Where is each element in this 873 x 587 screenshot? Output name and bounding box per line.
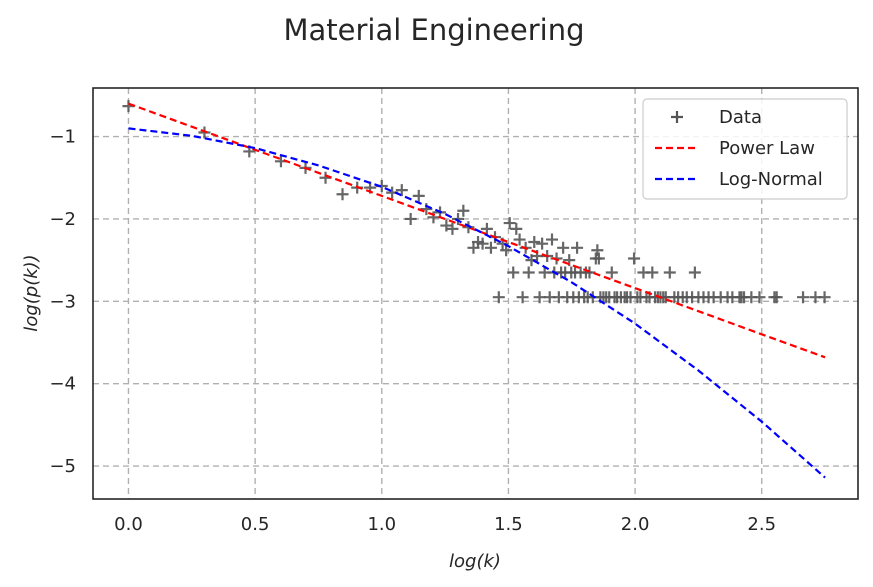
data-point <box>663 266 676 279</box>
data-point <box>457 204 470 217</box>
data-point <box>446 222 459 235</box>
data-point <box>476 237 489 250</box>
data-point <box>452 212 465 225</box>
ticks: 0.0 0.5 1.0 1.5 2.0 2.5 −1 −2 −3 −4 −5 <box>49 127 776 535</box>
data-point <box>546 233 558 246</box>
data-point <box>513 233 526 246</box>
plot-frame <box>92 87 859 500</box>
y-tick-label: −3 <box>49 291 76 312</box>
power-law-line <box>128 102 826 359</box>
x-tick-label: 1.5 <box>494 514 523 535</box>
legend-data-label: Data <box>719 107 762 128</box>
data-point <box>533 291 546 304</box>
legend-log-normal-label: Log-Normal <box>719 169 823 190</box>
data-point <box>797 291 810 304</box>
data-point <box>462 221 475 234</box>
data-point <box>480 222 493 235</box>
data-point <box>510 222 523 235</box>
data-point <box>557 241 570 254</box>
data-point <box>628 252 641 265</box>
data-point <box>528 236 541 249</box>
data-point <box>440 219 453 232</box>
data-point <box>646 266 659 279</box>
data-point <box>592 252 605 265</box>
data-point <box>484 241 497 254</box>
legend-box <box>642 98 848 200</box>
x-tick-label: 0.5 <box>241 514 270 535</box>
data-point <box>605 266 618 279</box>
data-point <box>536 237 549 250</box>
series-layer <box>122 100 831 479</box>
data-point <box>571 241 584 254</box>
legend: Data Power Law Log-Normal <box>642 98 848 200</box>
data-point <box>688 266 701 279</box>
x-tick-label: 0.0 <box>114 514 143 535</box>
legend-power-law-label: Power Law <box>719 138 815 159</box>
data-point <box>507 266 520 279</box>
x-tick-label: 2.5 <box>747 514 776 535</box>
log-normal-line <box>128 127 826 479</box>
x-tick-label: 2.0 <box>621 514 650 535</box>
data-point <box>770 291 783 304</box>
y-tick-label: −2 <box>49 209 76 230</box>
data-point <box>336 188 349 201</box>
data-point <box>427 211 440 224</box>
data-point <box>500 244 513 257</box>
data-point <box>492 291 505 304</box>
y-tick-label: −4 <box>49 374 76 395</box>
chart-title: Material Engineering <box>283 13 584 47</box>
data-point <box>516 291 529 304</box>
data-point <box>522 266 535 279</box>
grid <box>93 88 858 499</box>
data-point <box>563 254 576 267</box>
x-tick-label: 1.0 <box>367 514 396 535</box>
data-point <box>753 291 766 304</box>
y-tick-label: −5 <box>49 456 76 477</box>
y-tick-label: −1 <box>49 127 76 148</box>
data-point <box>404 212 417 225</box>
y-axis-label: log(p(k)) <box>21 254 42 331</box>
x-axis-label: log(k) <box>449 551 501 572</box>
data-point <box>503 217 516 230</box>
data-point <box>591 244 604 257</box>
data-point <box>818 291 831 304</box>
data-point <box>395 184 408 197</box>
data-point <box>412 189 425 202</box>
legend-data-marker <box>671 111 683 123</box>
